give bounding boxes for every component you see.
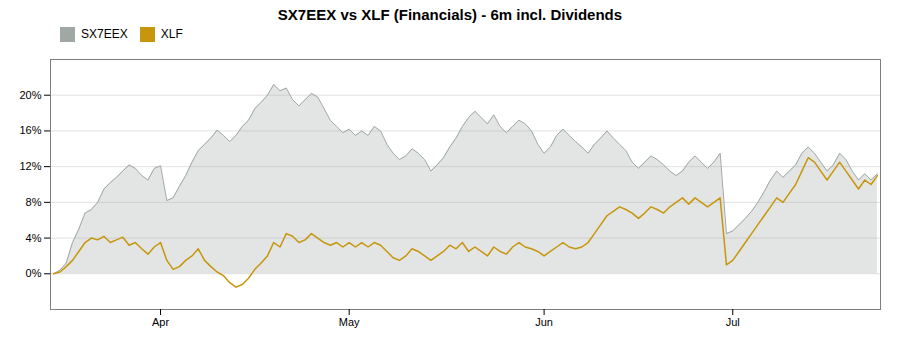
svg-text:Apr: Apr (152, 316, 169, 328)
html-text:SX7EEX: SX7EEX (81, 27, 128, 41)
svg-text:20%: 20% (19, 89, 41, 101)
svg-text:May: May (339, 316, 360, 328)
html-text:XLF: XLF (160, 27, 183, 41)
svg-text:8%: 8% (26, 196, 42, 208)
svg-text:4%: 4% (26, 232, 42, 244)
svg-text:Jul: Jul (726, 316, 740, 328)
svg-text:Jun: Jun (535, 316, 553, 328)
svg-text:16%: 16% (19, 124, 41, 136)
html-text:SX7EEX vs XLF (Financials) - 6: SX7EEX vs XLF (Financials) - 6m incl. Di… (277, 6, 623, 23)
svg-text:0%: 0% (26, 267, 42, 279)
svg-text:12%: 12% (19, 160, 41, 172)
